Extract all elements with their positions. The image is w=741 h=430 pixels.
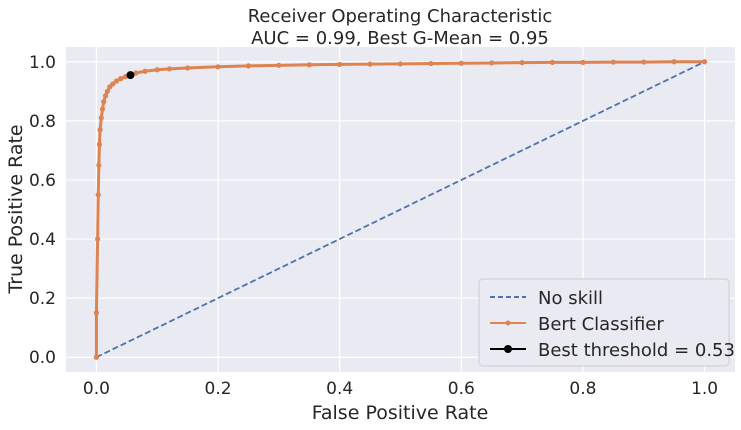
classifier-point (142, 68, 148, 74)
y-tick-label: 0.2 (29, 289, 56, 309)
classifier-point (96, 162, 102, 168)
legend-best-marker (504, 345, 512, 353)
y-tick-label: 0.0 (29, 348, 56, 368)
classifier-point (99, 106, 106, 112)
legend-classifier-label: Bert Classifier (538, 314, 664, 335)
classifier-point (549, 59, 556, 65)
legend: No skill Bert Classifier Best threshold … (478, 278, 735, 367)
classifier-point (306, 62, 312, 68)
x-tick-label: 0.0 (83, 379, 110, 399)
legend-no-skill-label: No skill (538, 288, 603, 309)
x-tick-label: 0.6 (448, 379, 475, 399)
classifier-point (166, 66, 172, 72)
y-tick-label: 0.8 (29, 112, 56, 132)
classifier-point (97, 127, 103, 133)
x-tick-label: 0.4 (326, 379, 353, 399)
classifier-point (95, 192, 101, 198)
classifier-point (337, 61, 343, 68)
classifier-point (98, 115, 104, 121)
classifier-point (215, 64, 221, 70)
best-threshold-point (126, 71, 135, 80)
classifier-point (458, 60, 464, 66)
classifier-point (276, 62, 282, 68)
classifier-point (671, 59, 677, 65)
x-tick-label: 1.0 (691, 379, 718, 399)
legend-best-label: Best threshold = 0.53 (538, 340, 735, 361)
legend-classifier-marker (505, 320, 511, 326)
classifier-point (428, 60, 434, 67)
classifier-point (397, 61, 404, 67)
no-skill-line (96, 60, 705, 359)
classifier-point (102, 93, 109, 99)
classifier-point (93, 354, 100, 360)
classifier-point (610, 59, 616, 65)
classifier-line (94, 60, 705, 358)
tick-labels: 0.0 0.2 0.4 0.6 0.8 1.0 0.0 0.2 0.4 0.6 0.8 1.0 (29, 53, 718, 399)
classifier-point (519, 60, 525, 66)
classifier-point (110, 81, 116, 87)
classifier-point (95, 236, 101, 242)
x-tick-label: 0.2 (205, 379, 232, 399)
classifier-point (185, 65, 191, 71)
classifier-point (489, 60, 495, 66)
legend-box (478, 278, 730, 367)
x-tick-label: 0.8 (569, 379, 596, 399)
classifier-point (245, 63, 252, 69)
classifier-point (133, 70, 139, 76)
classifier-point (118, 76, 124, 82)
classifier-point (104, 88, 110, 94)
classifier-point (96, 141, 103, 148)
classifier-point (367, 61, 373, 67)
y-tick-label: 0.6 (29, 171, 56, 191)
classifier-point (701, 59, 708, 65)
series-layer (93, 59, 708, 360)
x-axis-label: False Positive Rate (312, 402, 489, 424)
chart-title: Receiver Operating Characteristic (248, 6, 553, 27)
y-tick-label: 0.4 (29, 230, 56, 250)
classifier-point (93, 310, 100, 316)
classifier-point (641, 59, 647, 65)
classifier-point (154, 67, 160, 73)
chart-subtitle: AUC = 0.99, Best G-Mean = 0.95 (251, 28, 549, 49)
classifier-point (101, 99, 107, 105)
y-tick-label: 1.0 (29, 53, 56, 73)
classifier-point (580, 59, 586, 65)
y-axis-label: True Positive Rate (5, 124, 27, 294)
classifier-point (113, 78, 120, 84)
